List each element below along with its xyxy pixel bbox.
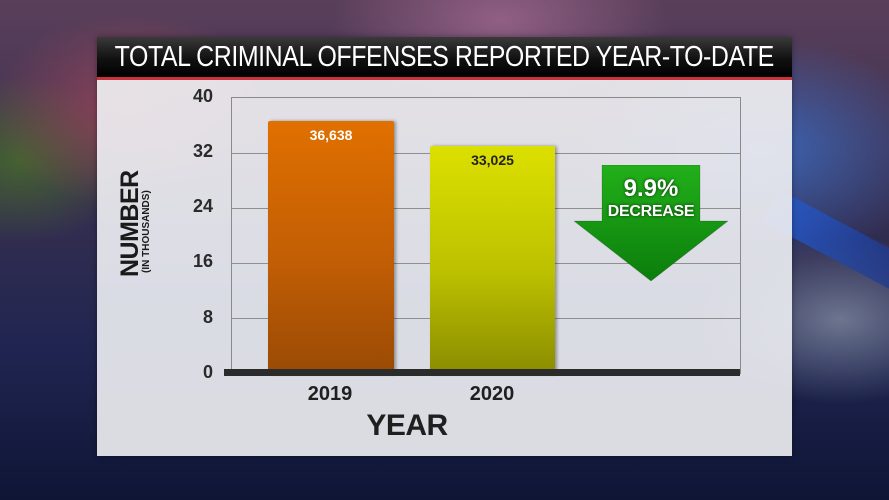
y-tick-16: 16 — [192, 251, 213, 271]
decrease-arrow-callout: 9.9% DECREASE — [572, 164, 730, 282]
bar-2019-value: 36,638 — [309, 127, 353, 143]
decrease-percent: 9.9% — [623, 175, 679, 202]
bar-2020: 33,025 — [430, 146, 555, 374]
x-axis-title: YEAR — [366, 409, 448, 442]
y-axis-title: NUMBER (IN THOUSANDS) — [116, 170, 152, 277]
decrease-label: DECREASE — [607, 203, 695, 220]
bar-2020-value: 33,025 — [471, 152, 514, 168]
chart-title: TOTAL CRIMINAL OFFENSES REPORTED YEAR-TO… — [114, 40, 775, 73]
y-tick-8: 8 — [202, 307, 213, 327]
chart-title-bar: TOTAL CRIMINAL OFFENSES REPORTED YEAR-TO… — [97, 37, 792, 80]
y-tick-40: 40 — [192, 86, 213, 106]
x-tick-2020: 2020 — [469, 383, 515, 405]
x-axis-baseline — [224, 369, 740, 376]
chart-panel: TOTAL CRIMINAL OFFENSES REPORTED YEAR-TO… — [97, 37, 792, 456]
plot-area: 36,638 33,025 — [231, 97, 741, 374]
down-arrow-icon — [572, 164, 730, 282]
y-tick-0: 0 — [202, 362, 213, 382]
y-tick-32: 32 — [192, 141, 213, 161]
bar-2019: 36,638 — [268, 121, 394, 374]
y-axis-label: NUMBER — [116, 170, 144, 277]
y-tick-24: 24 — [192, 196, 213, 216]
x-tick-2019: 2019 — [307, 383, 353, 405]
